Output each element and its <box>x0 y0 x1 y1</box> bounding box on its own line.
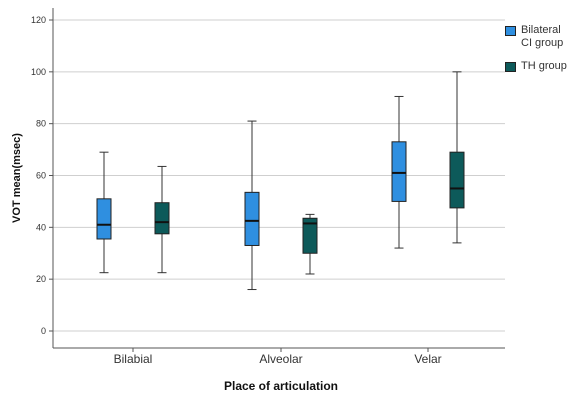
box-bilateral-ci-velar <box>391 95 407 249</box>
y-tick-label-40: 40 <box>36 222 46 232</box>
y-tick-label-20: 20 <box>36 274 46 284</box>
gridlines <box>53 19 505 332</box>
box-iqr <box>391 141 407 202</box>
x-tick-label-bilabial: Bilabial <box>114 352 153 366</box>
x-tick-label-velar: Velar <box>414 352 441 366</box>
legend: Bilateral CI group TH group <box>505 24 570 83</box>
legend-label-bilateral-ci: Bilateral CI group <box>521 24 564 49</box>
box-iqr <box>96 198 112 240</box>
y-tick-label-100: 100 <box>31 67 46 77</box>
y-axis-ticks: 0 20 40 60 80 100 120 <box>31 15 53 336</box>
box-iqr <box>154 202 170 235</box>
box-th-alveolar <box>302 213 318 275</box>
y-axis-label: VOT mean(msec) <box>11 133 23 223</box>
box-th-bilabial <box>154 165 170 274</box>
box-iqr <box>449 151 465 209</box>
legend-swatch-th <box>505 62 516 72</box>
box-th-velar <box>449 71 465 244</box>
legend-item-th: TH group <box>505 60 570 73</box>
x-tick-label-alveolar: Alveolar <box>259 352 302 366</box>
y-tick-label-0: 0 <box>41 326 46 336</box>
box-iqr <box>302 217 318 254</box>
x-axis-categories: Bilabial Alveolar Velar <box>114 348 442 366</box>
x-axis-label: Place of articulation <box>224 379 338 393</box>
legend-swatch-bilateral-ci <box>505 26 516 36</box>
legend-label-th: TH group <box>521 60 567 72</box>
y-tick-label-120: 120 <box>31 15 46 25</box>
y-tick-label-60: 60 <box>36 171 46 181</box>
box-iqr <box>244 191 260 246</box>
box-bilateral-ci-bilabial <box>96 151 112 274</box>
box-marks <box>96 71 465 291</box>
legend-item-bilateral-ci: Bilateral CI group <box>505 24 570 50</box>
box-bilateral-ci-alveolar <box>244 120 260 291</box>
y-tick-label-80: 80 <box>36 119 46 129</box>
